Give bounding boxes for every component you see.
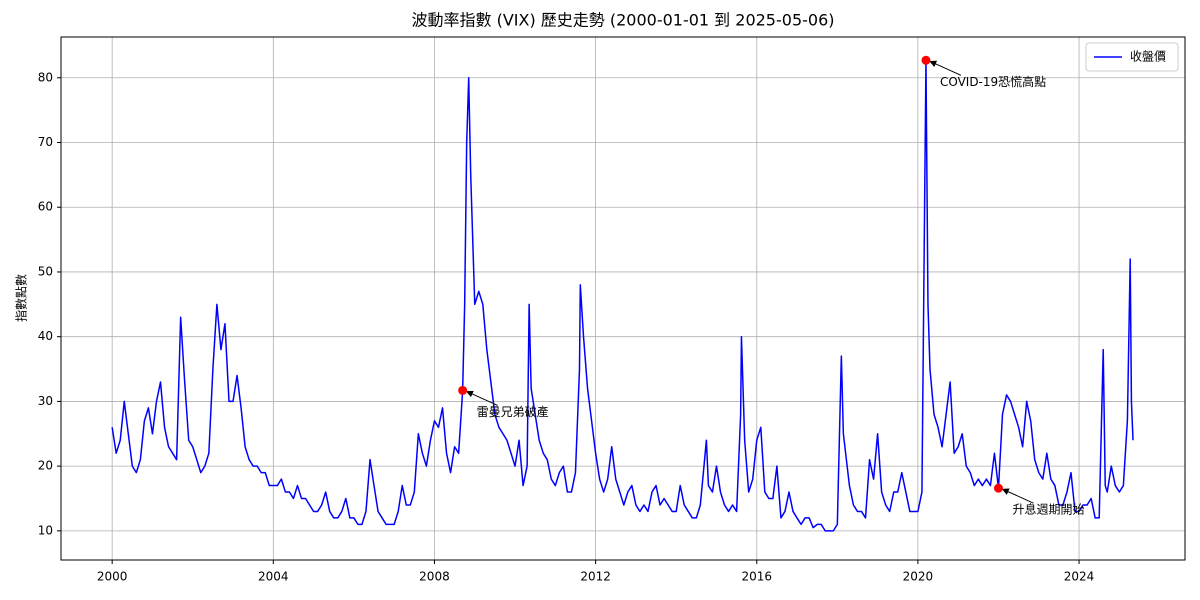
- annotation-text: 雷曼兄弟破產: [477, 404, 549, 419]
- legend-box: [1085, 42, 1179, 72]
- x-tick-label: 2004: [258, 570, 289, 584]
- legend-label: 收盤價: [1130, 50, 1166, 64]
- y-tick-label: 30: [38, 394, 53, 408]
- x-tick-label: 2008: [419, 570, 450, 584]
- annotation-text: COVID-19恐慌高點: [940, 74, 1046, 89]
- annotation-arrow: [1001, 488, 1034, 504]
- annotation-marker: [993, 483, 1003, 493]
- annotation-marker: [458, 385, 468, 395]
- y-tick-label: 70: [38, 135, 53, 149]
- x-tick-label: 2012: [580, 570, 611, 584]
- y-tick-label: 10: [38, 523, 53, 537]
- annotation-arrow: [929, 60, 962, 76]
- chart-title: 波動率指數 (VIX) 歷史走勢 (2000-01-01 到 2025-05-0…: [412, 11, 835, 30]
- y-tick-label: 60: [38, 200, 53, 214]
- annotation-marker: [921, 55, 931, 65]
- plot-frame: [60, 36, 1186, 561]
- annotation-text: 升息週期開始: [1012, 502, 1084, 517]
- y-tick-label: 40: [38, 329, 53, 343]
- line-series: [111, 59, 1134, 532]
- y-tick-label: 20: [38, 459, 53, 473]
- y-axis-label: 指數點數: [14, 274, 29, 322]
- annotation-arrow: [466, 390, 498, 406]
- x-tick-label: 2024: [1064, 570, 1095, 584]
- y-tick-label: 80: [38, 70, 53, 84]
- x-tick-label: 2020: [903, 570, 934, 584]
- x-tick-label: 2016: [741, 570, 772, 584]
- y-tick-label: 50: [38, 264, 53, 278]
- x-tick-label: 2000: [97, 570, 128, 584]
